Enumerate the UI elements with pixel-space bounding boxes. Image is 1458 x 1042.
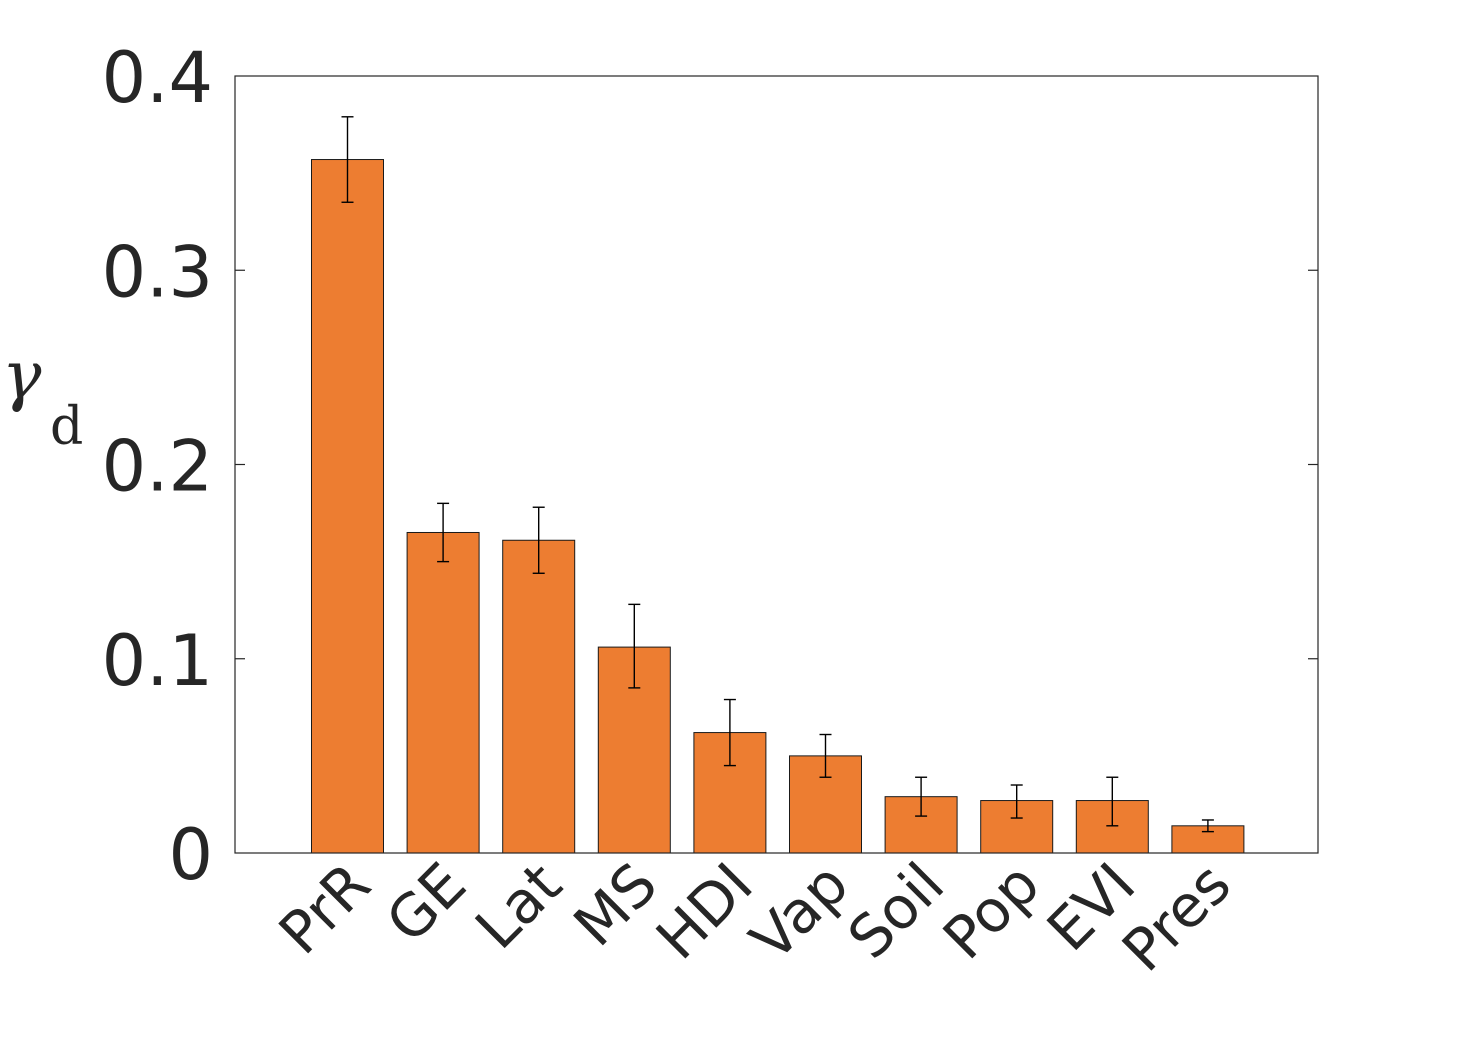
bar-ge: [406, 531, 480, 854]
plot-area: [235, 76, 1318, 853]
y-axis-ticks: 0 0.1 0.2 0.3 0.4: [102, 37, 1318, 896]
error-bars-group: [341, 116, 1214, 833]
y-axis-label-symbol: γ: [2, 337, 42, 414]
error-bar-pop: [1010, 784, 1023, 819]
y-tick-label-3: 0.3: [102, 231, 213, 313]
error-bar-prr: [341, 116, 354, 203]
error-bar-ms: [628, 603, 641, 689]
error-bar-hdi: [723, 698, 736, 767]
y-tick-label-2: 0.2: [102, 426, 213, 508]
bar-lat: [502, 539, 576, 854]
bar-prr: [311, 159, 384, 854]
x-tick-label-vap: Vap: [737, 850, 861, 974]
error-bar-pres: [1201, 819, 1214, 833]
x-tick-label-hdi: HDI: [643, 850, 766, 973]
error-bar-evi: [1106, 776, 1119, 827]
x-tick-label-ms: MS: [561, 850, 671, 960]
error-bar-ge: [437, 502, 450, 563]
error-bar-lat: [532, 506, 545, 574]
y-tick-label-0: 0: [168, 814, 213, 896]
y-tick-label-1: 0.1: [102, 620, 213, 702]
error-bar-soil: [915, 776, 928, 817]
y-axis-label-subscript: d: [50, 397, 83, 457]
x-tick-label-prr: PrR: [266, 850, 383, 967]
y-tick-label-4: 0.4: [102, 37, 213, 119]
error-bar-vap: [819, 733, 832, 778]
x-tick-label-ge: GE: [373, 850, 479, 956]
x-tick-label-soil: Soil: [835, 850, 957, 972]
x-tick-label-lat: Lat: [462, 850, 574, 962]
x-tick-label-pres: Pres: [1109, 850, 1244, 985]
x-tick-label-pop: Pop: [930, 850, 1052, 972]
y-axis-label: γ d: [2, 337, 83, 457]
